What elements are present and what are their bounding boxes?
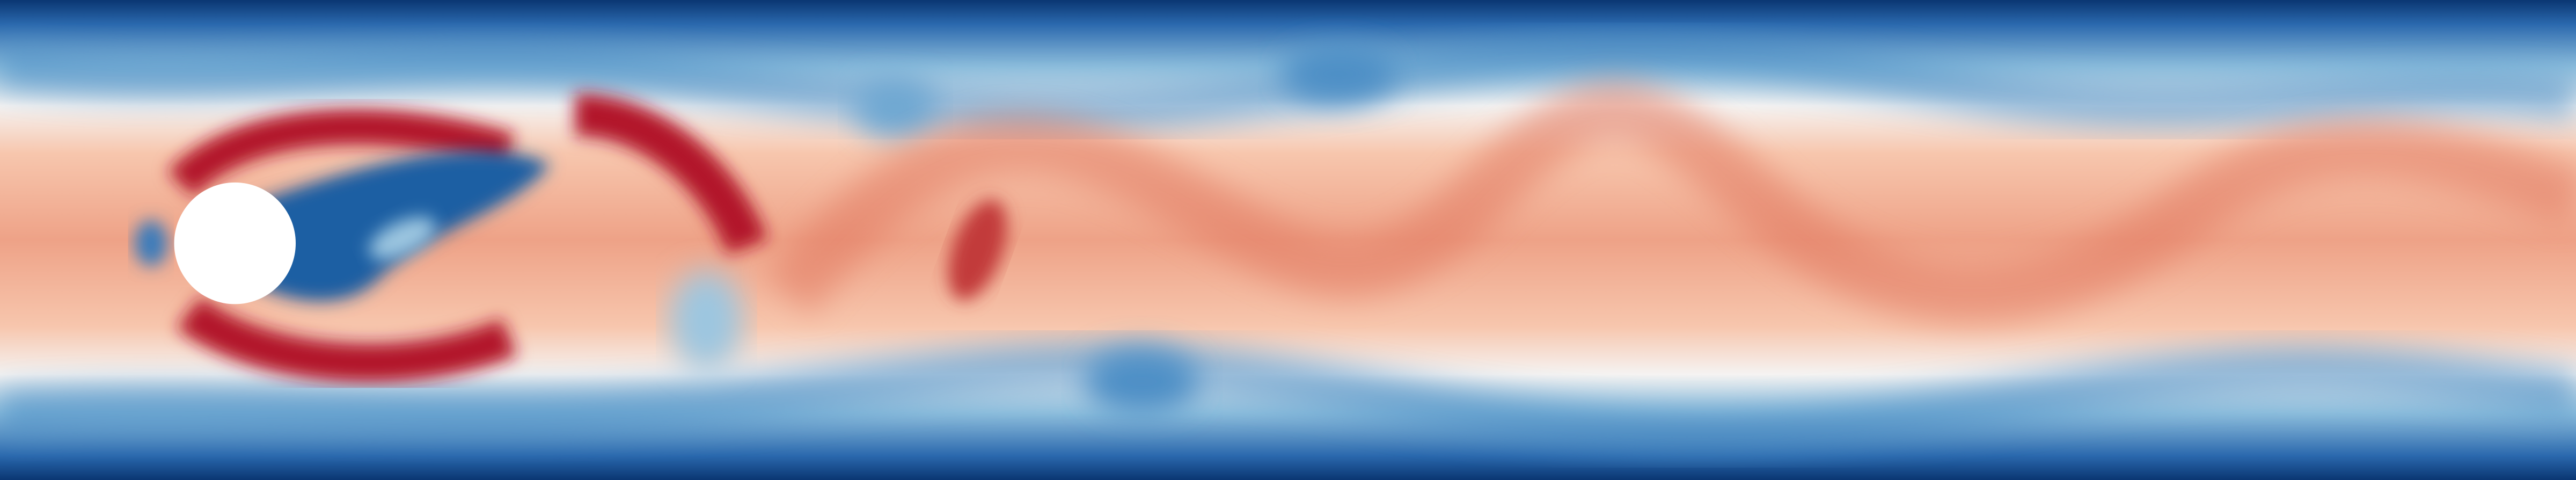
upper-shear-layer — [167, 109, 515, 197]
blue-eddy — [670, 271, 743, 370]
blue-eddy — [1084, 348, 1199, 414]
shed-vortex — [574, 93, 768, 254]
lower-shear-layer — [177, 296, 517, 383]
cylinder — [174, 182, 296, 304]
shed-vortex — [948, 199, 1007, 300]
blue-eddy — [854, 77, 936, 137]
blue-eddy — [1281, 44, 1397, 104]
stagnation-region — [135, 220, 168, 266]
red-core-wave — [765, 82, 2576, 324]
lower-blue-band — [0, 341, 2576, 456]
wake-core — [369, 217, 436, 260]
